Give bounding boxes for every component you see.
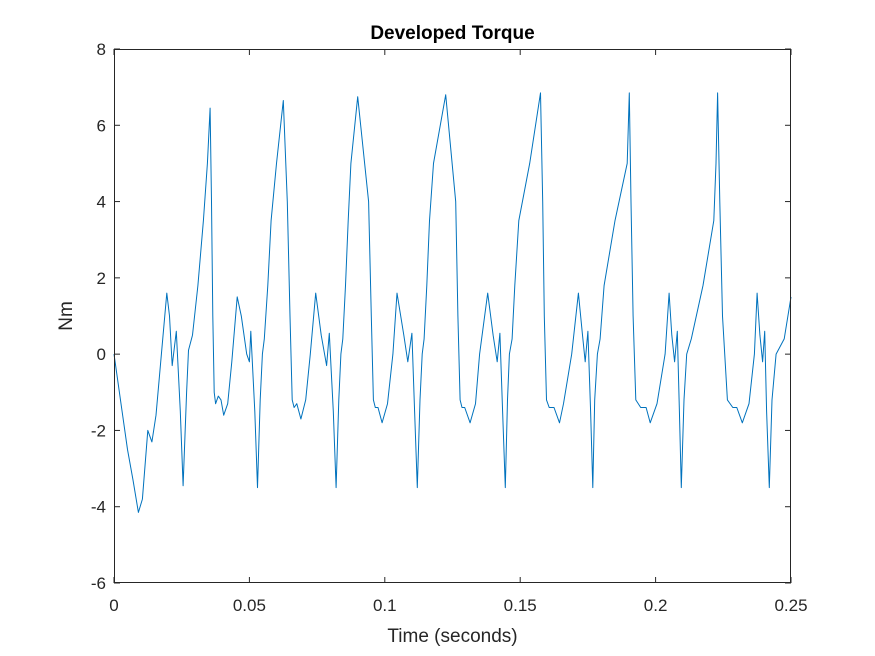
y-tick-label: -6	[91, 574, 106, 593]
x-axis-label: Time (seconds)	[387, 626, 517, 647]
ticks-layer: 0 0.05 0.1 0.15 0.2 0.25 -6 -4 -2 0 2 4 6 8	[91, 40, 808, 615]
y-tick-label: 2	[97, 269, 106, 288]
data-layer	[113, 92, 792, 513]
y-axis-label: Nm	[56, 301, 77, 331]
x-tick-label: 0.1	[373, 596, 397, 615]
y-tick-label: -2	[91, 421, 106, 440]
x-tick-label: 0.05	[233, 596, 266, 615]
y-tick-label: 0	[97, 345, 106, 364]
x-tick-label: 0	[109, 596, 118, 615]
y-tick-label: 6	[97, 116, 106, 135]
x-tick-label: 0.25	[774, 596, 807, 615]
chart-title: Developed Torque	[370, 23, 534, 44]
torque-series-line-0	[113, 92, 792, 513]
x-tick-label: 0.2	[644, 596, 668, 615]
axes-box	[114, 49, 791, 583]
y-tick-label: 4	[97, 193, 106, 212]
plot-area	[114, 49, 791, 583]
y-tick-label: -4	[91, 498, 106, 517]
y-tick-label: 8	[97, 40, 106, 59]
x-tick-label: 0.15	[504, 596, 537, 615]
